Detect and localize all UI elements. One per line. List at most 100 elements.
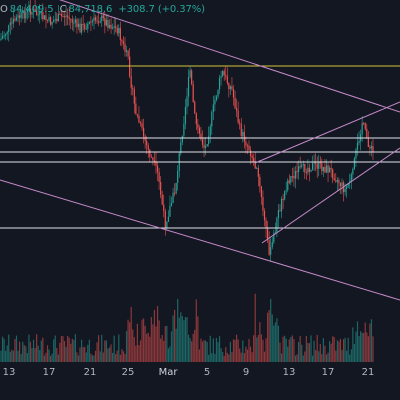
volume-bar xyxy=(99,351,101,362)
volume-bar xyxy=(42,337,44,362)
volume-bar xyxy=(239,348,241,362)
volume-bar xyxy=(121,349,123,362)
candle xyxy=(318,162,320,169)
candle xyxy=(325,165,328,173)
volume-bar xyxy=(74,334,76,362)
volume-bar xyxy=(361,332,363,362)
channel-bottom-trendline[interactable] xyxy=(261,147,400,244)
volume-bar xyxy=(280,353,283,362)
candle xyxy=(270,247,272,255)
candle xyxy=(234,97,236,109)
volume-bar xyxy=(195,299,197,362)
lower-trendline[interactable] xyxy=(0,179,400,301)
volume-bar xyxy=(17,350,19,362)
volume-bar xyxy=(144,325,146,362)
candle xyxy=(39,12,41,15)
candle xyxy=(158,171,160,182)
candle xyxy=(93,17,95,21)
volume-bar xyxy=(101,334,103,362)
volume-bar xyxy=(175,328,177,362)
volume-bar xyxy=(48,349,50,362)
candle xyxy=(125,50,128,52)
volume-bar xyxy=(191,341,193,362)
volume-bar xyxy=(296,354,298,362)
candle xyxy=(191,70,193,84)
volume-bar xyxy=(161,335,163,362)
volume-bar xyxy=(96,342,98,362)
volume-bar xyxy=(68,337,70,362)
candle xyxy=(153,160,156,162)
candle xyxy=(183,123,185,136)
volume-bar xyxy=(342,339,345,362)
volume-bar xyxy=(339,338,342,362)
candle xyxy=(31,11,33,15)
candle xyxy=(56,19,58,21)
volume-bar xyxy=(54,335,56,362)
candle xyxy=(1,36,4,39)
volume-bar xyxy=(330,343,332,362)
volume-bar xyxy=(197,316,199,362)
candle xyxy=(5,34,7,36)
volume-bar xyxy=(201,341,204,362)
volume-bar xyxy=(6,345,8,362)
candle xyxy=(245,141,247,146)
candle xyxy=(257,167,259,177)
candle xyxy=(329,167,331,173)
channel-top-trendline[interactable] xyxy=(254,101,400,164)
volume-bar xyxy=(277,325,280,362)
candle xyxy=(94,17,97,21)
volume-bar xyxy=(260,334,262,362)
candle xyxy=(29,8,32,15)
volume-bar xyxy=(284,335,286,362)
volume-bar xyxy=(104,340,106,362)
volume-bar xyxy=(156,306,159,362)
candle xyxy=(15,17,18,21)
candle xyxy=(11,22,13,24)
candle xyxy=(232,89,235,98)
volume-bar xyxy=(308,343,311,362)
candle xyxy=(118,27,120,34)
volume-bar xyxy=(152,324,154,362)
volume-bar xyxy=(118,334,120,362)
volume-bar xyxy=(93,355,95,362)
candle xyxy=(313,162,315,164)
volume-bar xyxy=(67,335,69,362)
candle xyxy=(147,145,149,150)
volume-bar xyxy=(270,298,272,362)
volume-bar xyxy=(338,341,340,362)
volume-bar xyxy=(242,340,244,362)
volume-bar xyxy=(350,349,352,362)
candle xyxy=(79,23,81,33)
volume-bar xyxy=(163,340,165,362)
volume-bar xyxy=(11,349,13,362)
candle xyxy=(25,12,27,19)
candle xyxy=(67,15,69,18)
candle xyxy=(170,202,173,206)
volume-bar xyxy=(143,318,145,362)
volume-bar xyxy=(285,338,287,362)
volume-bar xyxy=(346,350,348,362)
x-tick: 5 xyxy=(204,367,210,378)
candle xyxy=(262,197,264,211)
upper-trendline[interactable] xyxy=(0,0,400,113)
candle xyxy=(285,190,287,192)
candle xyxy=(217,89,219,97)
candle xyxy=(206,144,208,146)
candle xyxy=(267,228,269,241)
volume-bar xyxy=(138,344,140,362)
volume-bar xyxy=(166,325,168,362)
open-value: 84,409.5 xyxy=(9,4,54,15)
volume-bar xyxy=(200,338,202,362)
candle xyxy=(321,163,323,172)
x-tick: 9 xyxy=(243,367,249,378)
candle xyxy=(105,20,107,26)
candle xyxy=(293,176,295,179)
volume-bar xyxy=(310,335,312,362)
volume-bar xyxy=(130,306,132,362)
candle xyxy=(17,15,19,18)
time-axis: 13 17 21 25 Mar 5 9 13 17 21 xyxy=(3,367,375,378)
candle xyxy=(198,127,200,134)
candle xyxy=(271,242,273,248)
candle xyxy=(209,126,211,137)
